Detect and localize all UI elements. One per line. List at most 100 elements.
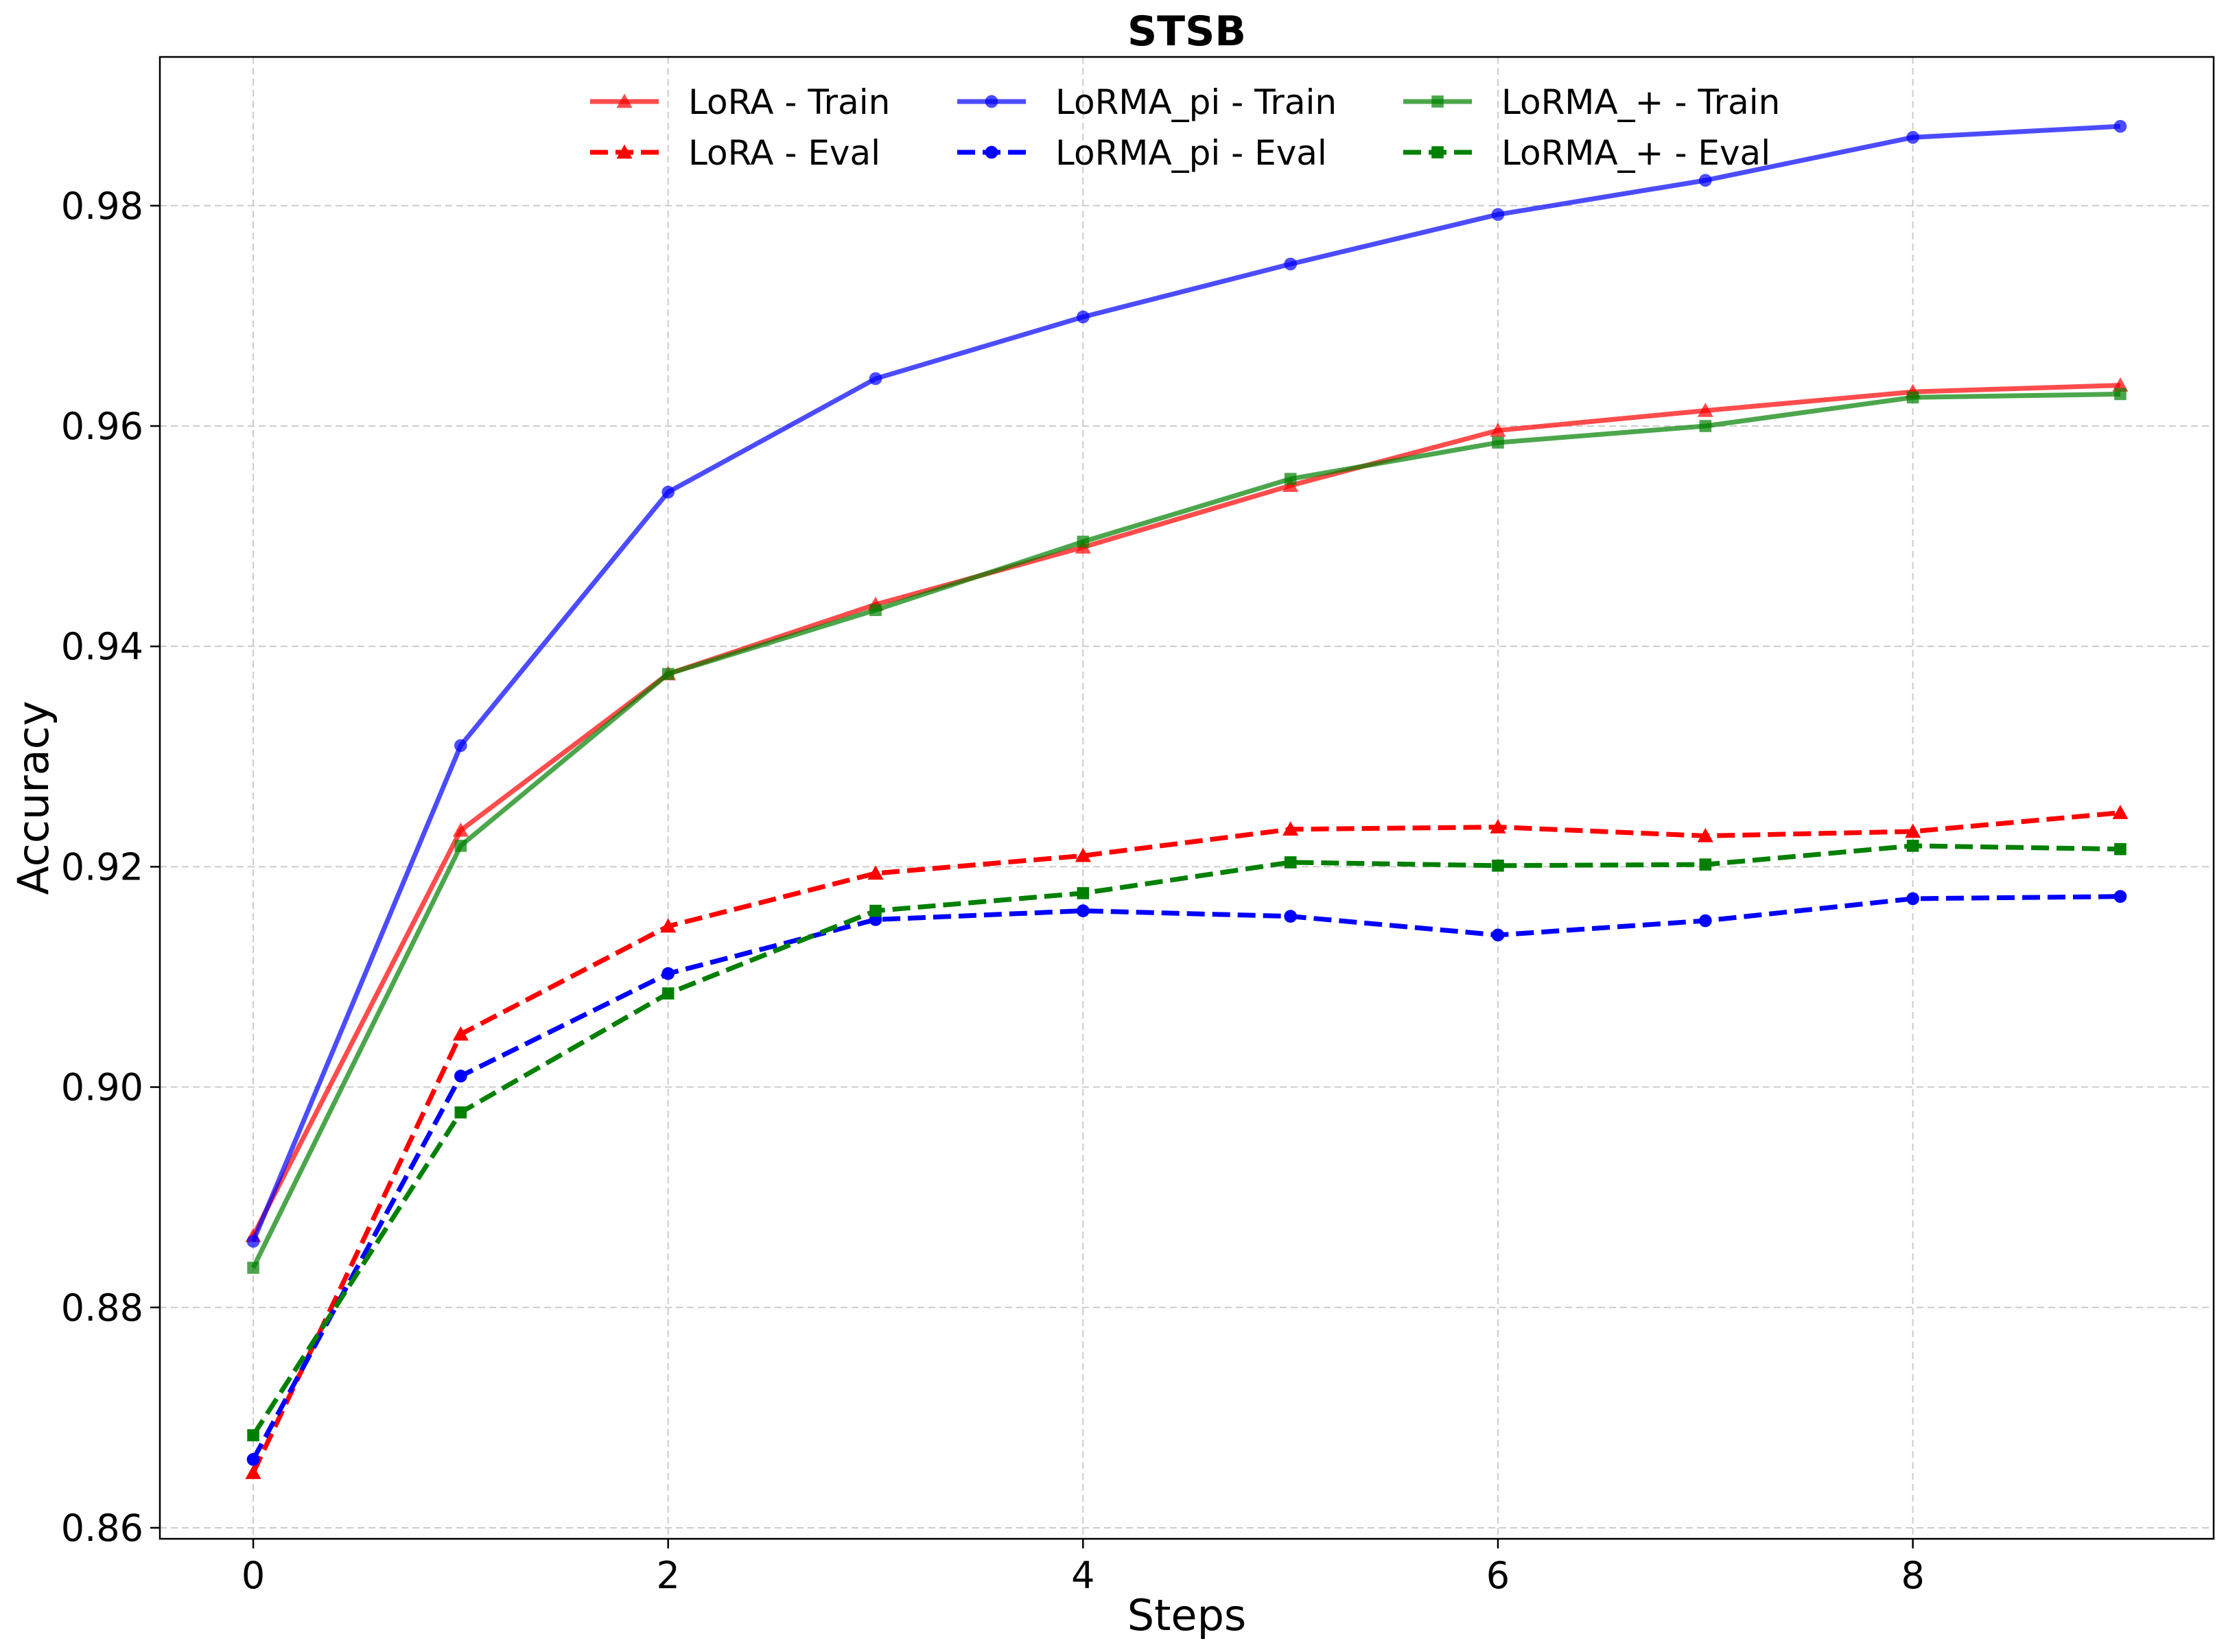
data-point <box>1491 928 1505 942</box>
data-point <box>1905 823 1921 838</box>
data-point <box>985 95 998 108</box>
data-point <box>1906 391 1919 404</box>
data-point <box>661 987 675 1000</box>
data-point <box>2112 805 2129 819</box>
data-point <box>2113 119 2127 133</box>
data-point <box>1077 887 1090 899</box>
data-point <box>1076 904 1090 917</box>
y-tick-label: 0.92 <box>61 845 143 888</box>
legend-item: LoRMA_pi - Train <box>957 82 1337 122</box>
data-point <box>247 1262 259 1274</box>
legend-item: LoRMA_+ - Eval <box>1403 133 1770 173</box>
legend: LoRA - Train LoRA - Eval LoRMA_pi - Train L… <box>590 82 1780 173</box>
y-tick-label: 0.88 <box>61 1286 143 1330</box>
data-point <box>1284 856 1297 869</box>
legend-item: LoRMA_+ - Train <box>1403 82 1780 122</box>
data-point <box>869 904 882 917</box>
series-0 <box>245 377 2129 1242</box>
data-point <box>1697 827 1713 842</box>
series-1 <box>245 805 2129 1479</box>
x-tick-label: 8 <box>1901 1554 1924 1597</box>
legend-label: LoRMA_pi - Train <box>1055 82 1337 122</box>
data-point <box>452 1026 469 1041</box>
data-point <box>1699 420 1712 432</box>
data-point <box>985 145 998 159</box>
data-point <box>1492 859 1504 872</box>
data-point <box>661 668 675 681</box>
data-point <box>661 485 675 499</box>
data-point <box>616 144 633 159</box>
data-point <box>246 1453 260 1466</box>
data-point <box>660 918 677 933</box>
data-point <box>1284 257 1298 271</box>
data-point <box>1075 847 1091 862</box>
data-point <box>454 1106 467 1119</box>
series-2 <box>246 119 2127 1248</box>
data-point <box>454 739 467 753</box>
data-point <box>2112 377 2129 392</box>
data-point <box>1490 819 1506 834</box>
series-line <box>250 894 2120 1461</box>
data-point <box>869 604 882 616</box>
x-tick-label: 4 <box>1071 1554 1094 1597</box>
data-point <box>867 865 884 880</box>
data-point <box>1699 858 1712 871</box>
data-point <box>869 372 882 386</box>
data-point <box>1284 910 1298 923</box>
data-point <box>661 967 675 980</box>
y-tick-label: 0.96 <box>61 405 143 448</box>
y-axis-label: Accuracy <box>8 700 58 895</box>
chart-title: STSB <box>1127 8 1246 56</box>
data-point <box>1490 422 1506 437</box>
data-point <box>1077 535 1090 548</box>
data-point <box>2114 842 2127 856</box>
y-tick-label: 0.94 <box>61 625 143 668</box>
data-point <box>1431 95 1444 108</box>
series-line <box>250 123 2121 1242</box>
axis-layer: 0 2 4 6 8 0.86 0.88 0.90 0.92 0.94 0.96 0.98 <box>61 185 1925 1597</box>
legend-item: LoRMA_pi - Eval <box>957 133 1327 173</box>
data-point <box>616 93 633 108</box>
legend-label: LoRMA_+ - Train <box>1501 82 1780 122</box>
series-5 <box>247 840 2127 1441</box>
data-point <box>1492 436 1504 449</box>
series-line <box>251 843 2121 1437</box>
data-point <box>1697 402 1713 417</box>
data-point <box>1431 146 1444 158</box>
y-tick-label: 0.98 <box>61 185 143 228</box>
series-line <box>250 391 2121 1269</box>
data-point <box>1906 130 1919 144</box>
x-tick-label: 6 <box>1486 1554 1510 1597</box>
data-point <box>247 1429 259 1441</box>
legend-label: LoRA - Train <box>688 82 890 122</box>
data-point <box>2114 388 2127 401</box>
series-layer <box>245 119 2129 1479</box>
plot-frame <box>159 56 2215 1540</box>
data-point <box>2113 890 2127 904</box>
data-point <box>1284 473 1297 485</box>
legend-item: LoRA - Train <box>590 82 890 122</box>
series-line <box>250 383 2121 1237</box>
data-point <box>1698 914 1712 928</box>
series-line <box>250 810 2121 1474</box>
data-point <box>454 840 467 852</box>
data-point <box>454 1070 467 1083</box>
data-point <box>1698 174 1712 187</box>
legend-item: LoRA - Eval <box>590 133 880 173</box>
grid-layer <box>160 57 2214 1539</box>
y-tick-label: 0.90 <box>61 1066 143 1109</box>
x-axis-label: Steps <box>1127 1590 1246 1640</box>
data-point <box>245 1465 261 1479</box>
x-tick-label: 2 <box>657 1554 680 1597</box>
series-4 <box>247 388 2127 1274</box>
legend-label: LoRMA_pi - Eval <box>1055 133 1327 173</box>
legend-label: LoRMA_+ - Eval <box>1501 133 1770 173</box>
data-point <box>452 822 469 837</box>
data-point <box>246 1235 260 1248</box>
data-point <box>1282 821 1299 836</box>
data-point <box>1906 840 1919 852</box>
x-tick-label: 0 <box>242 1554 265 1597</box>
data-point <box>1491 208 1505 222</box>
data-point <box>1076 310 1090 324</box>
